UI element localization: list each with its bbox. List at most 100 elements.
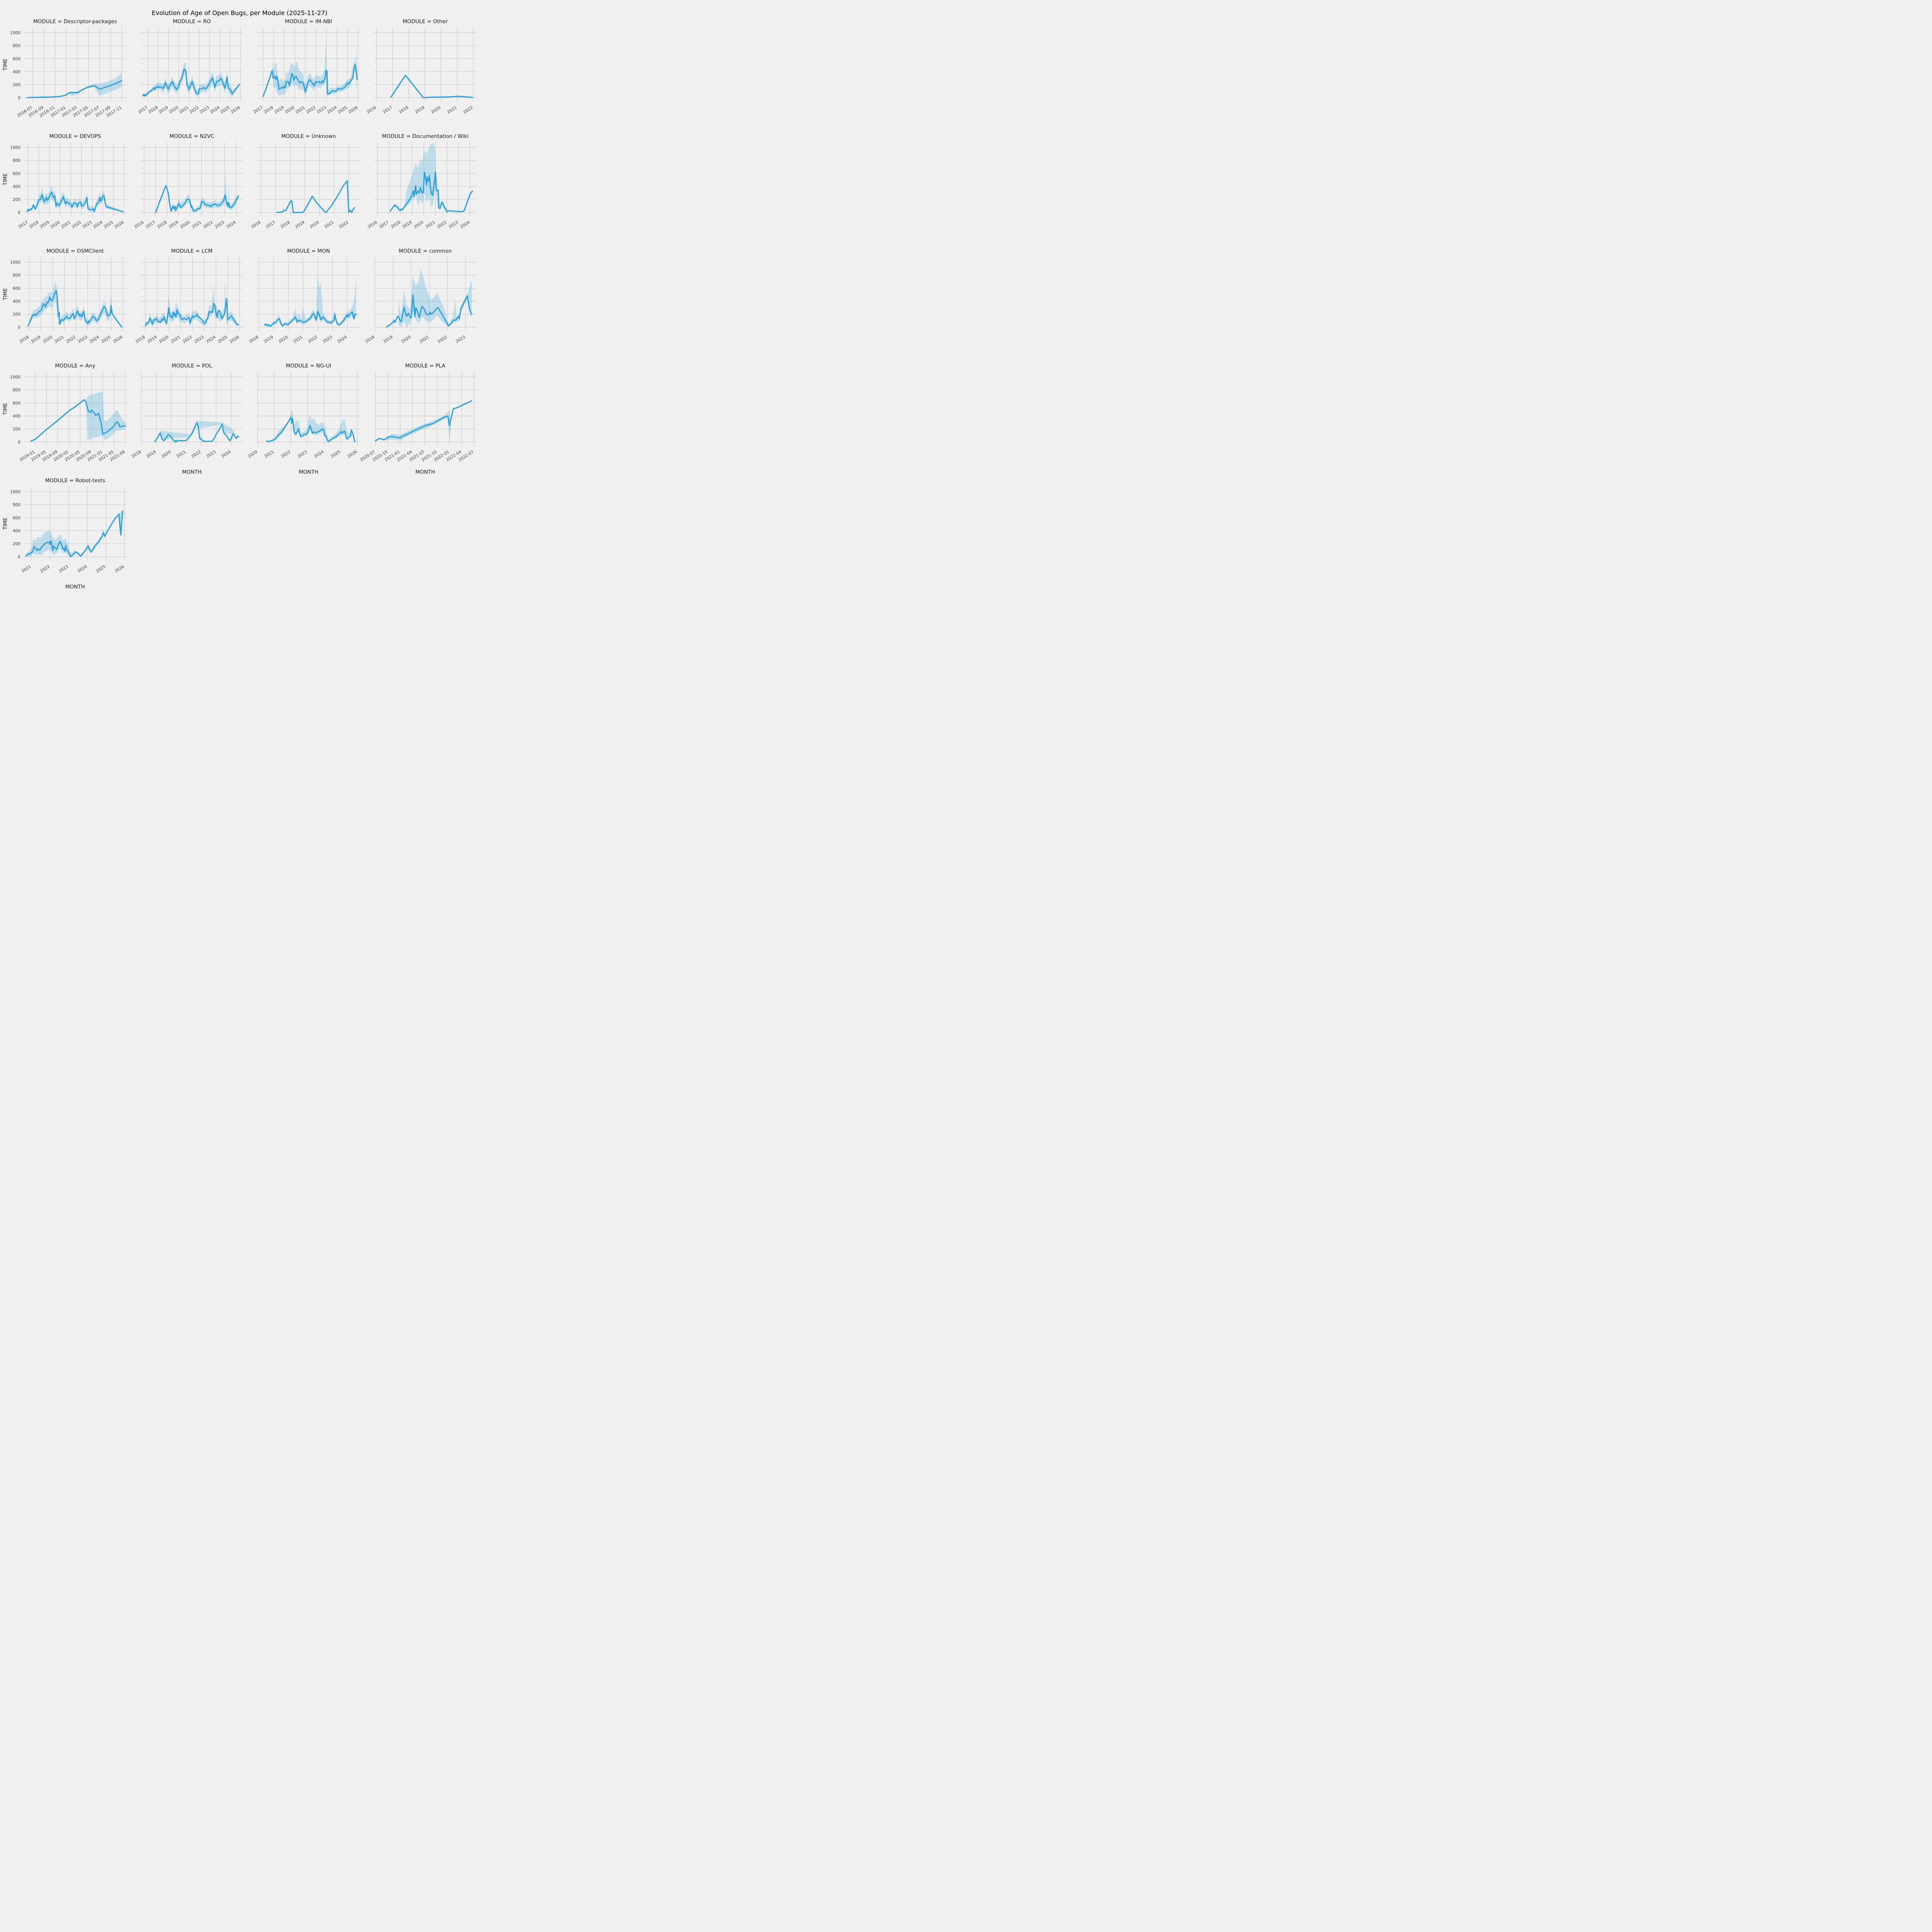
x-tick-label: 2018 — [390, 220, 401, 229]
x-tick-label: 2018 — [148, 105, 159, 114]
x-tick-label: 2018 — [263, 105, 274, 114]
y-tick-label: 200 — [13, 312, 20, 317]
y-tick-label: 1000 — [10, 490, 20, 494]
facet-title: MODULE = DEVOPS — [49, 133, 101, 139]
x-tick-label: 2021 — [60, 220, 71, 229]
facet-osmclient: 2018 2019 2020 2021 2022 2023 2024 2025 2026 0 200… — [3, 248, 126, 344]
facet-pol: 2018 2019 2020 2021 2022 2023 2024 MODULE = POL… — [131, 363, 243, 475]
x-tick-label: 2021 — [295, 105, 306, 114]
x-tick-label: 2023 — [77, 335, 88, 344]
trend-line — [386, 294, 473, 328]
confidence-band — [398, 269, 472, 327]
x-tick-label: 2019 — [146, 335, 158, 344]
trend-line — [30, 399, 126, 442]
y-tick-label: 800 — [13, 388, 20, 393]
x-axis-label: MONTH — [415, 469, 435, 475]
y-tick-label: 600 — [13, 516, 20, 520]
y-tick-label: 0 — [18, 440, 20, 445]
x-tick-label: 2018 — [248, 335, 259, 344]
x-axis-label: MONTH — [182, 469, 202, 475]
y-tick-label: 600 — [13, 286, 20, 291]
x-tick-label: 2026 — [229, 335, 240, 344]
x-tick-label: 2021 — [176, 449, 187, 459]
y-tick-label: 800 — [13, 158, 20, 163]
x-tick-label: 2022 — [307, 335, 318, 344]
x-tick-label: 2024 — [337, 335, 348, 344]
x-tick-label: 2024 — [89, 335, 100, 344]
x-tick-label: 2021 — [21, 564, 32, 573]
x-tick-label: 2025 — [100, 335, 112, 344]
x-axis-label: MONTH — [65, 584, 85, 590]
y-tick-label: 800 — [13, 44, 20, 48]
y-tick-label: 400 — [13, 414, 20, 419]
trend-line — [389, 171, 473, 213]
trend-line — [276, 180, 355, 213]
facet-title: MODULE = Documentation / Wiki — [382, 133, 468, 139]
x-tick-label: 2021 — [191, 220, 202, 229]
x-tick-label: 2018 — [19, 335, 30, 344]
figure-title: Evolution of Age of Open Bugs, per Modul… — [151, 9, 328, 17]
x-tick-label: 2021 — [179, 105, 190, 114]
y-tick-label: 400 — [13, 185, 20, 189]
x-tick-label: 2025 — [103, 220, 114, 229]
x-tick-label: 2018 — [135, 335, 146, 344]
x-tick-label: 2024 — [327, 105, 338, 115]
y-tick-label: 1000 — [10, 31, 20, 35]
x-tick-label: 2022 — [463, 105, 474, 114]
y-axis-label: TIME — [3, 58, 9, 71]
x-axis-label: MONTH — [299, 469, 318, 475]
x-tick-label: 2019 — [158, 105, 169, 114]
x-tick-label: 2025 — [330, 449, 341, 459]
facet-title: MODULE = Any — [55, 363, 95, 369]
x-tick-label: 2024 — [209, 105, 221, 115]
x-tick-label: 2023 — [58, 564, 69, 573]
x-tick-label: 2019 — [414, 105, 425, 114]
y-tick-label: 0 — [18, 325, 20, 330]
x-tick-label: 2025 — [219, 105, 231, 114]
x-tick-label: 2020 — [168, 105, 179, 114]
x-tick-label: 2025 — [337, 105, 348, 114]
x-tick-label: 2020 — [401, 335, 412, 344]
facet-n2vc: 2016 2017 2018 2019 2020 2021 2022 2023 2024 MODU… — [133, 133, 243, 230]
x-tick-label: 2019 — [383, 335, 394, 344]
facet-lcm: 2018 2019 2020 2021 2022 2023 2024 2025 2026 MODU… — [135, 248, 243, 344]
x-tick-label: 2021 — [54, 335, 65, 344]
x-tick-label: 2023 — [82, 220, 93, 229]
x-tick-label: 2019 — [39, 220, 50, 229]
y-tick-label: 600 — [13, 57, 20, 61]
y-tick-label: 200 — [13, 542, 20, 546]
x-tick-label: 2016 — [367, 220, 378, 230]
x-tick-label: 2026 — [347, 449, 358, 459]
x-tick-label: 2026 — [230, 105, 241, 115]
x-tick-label: 2021 — [264, 449, 275, 459]
facet-title: MODULE = LCM — [171, 248, 213, 254]
facet-ng-ui: 2020 2021 2022 2023 2024 2025 2026 MODULE = NG-… — [247, 363, 360, 475]
x-tick-label: 2026 — [114, 564, 125, 574]
x-tick-label: 2020 — [180, 220, 191, 229]
facet-devops: 2017201820192020202120222023202420252026… — [3, 133, 126, 230]
confidence-band — [160, 420, 234, 440]
facet-unknown: 2016 2017 2018 2019 2020 2021 2022 MODULE = Unk… — [250, 133, 360, 230]
x-tick-label: 2021 — [323, 220, 335, 229]
confidence-band — [145, 281, 238, 327]
x-tick-label: 2022 — [182, 335, 193, 344]
y-tick-label: 800 — [13, 503, 20, 507]
y-tick-label: 400 — [13, 70, 20, 75]
x-tick-label: 2022 — [189, 105, 200, 114]
x-tick-label: 2021 — [446, 105, 457, 114]
trend-line — [266, 417, 355, 442]
facet-descriptor-packages: 2016-072016-092016-112017-012017-032017-… — [3, 19, 126, 118]
facet-title: MODULE = Unknown — [281, 133, 336, 139]
y-tick-label: 0 — [18, 96, 20, 100]
x-tick-label: 2019 — [274, 105, 285, 114]
x-tick-label: 2020 — [413, 220, 424, 229]
trend-line — [25, 510, 123, 558]
x-tick-label: 2020 — [430, 105, 442, 114]
y-tick-label: 1000 — [10, 375, 20, 379]
y-tick-label: 800 — [13, 273, 20, 278]
x-tick-label: 2019 — [30, 335, 41, 344]
trend-line — [27, 80, 122, 99]
x-tick-label: 2022 — [305, 105, 316, 114]
confidence-band — [385, 411, 451, 442]
y-tick-label: 400 — [13, 299, 20, 304]
